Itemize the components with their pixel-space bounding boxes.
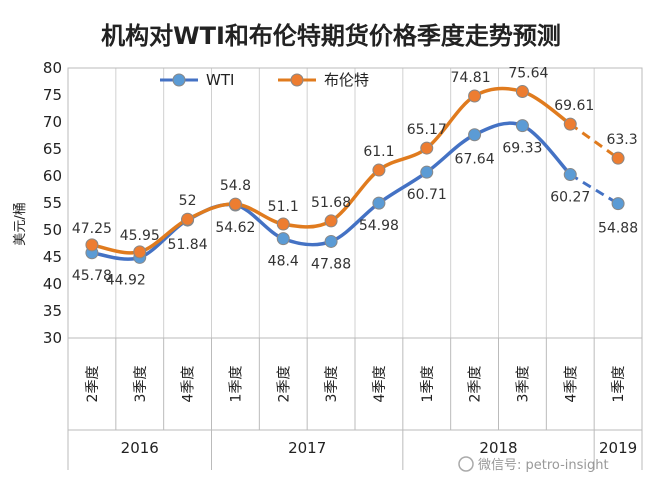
data-label: 63.3 (606, 132, 637, 148)
data-label: 44.92 (106, 272, 146, 288)
data-label: 51.1 (268, 199, 299, 215)
legend-entry: WTI (206, 71, 234, 89)
category-label: 3季度 (324, 366, 340, 403)
data-label: 45.78 (72, 268, 112, 284)
data-point (563, 117, 577, 131)
data-label: 54.62 (215, 220, 255, 236)
axes: 30 35 40 45 50 55 60 65 70 75 80 2季度 3季度 4季度 1季度 2季度 3季度… (43, 59, 643, 470)
y-tick-label: 70 (43, 113, 62, 131)
y-tick-label: 65 (43, 140, 62, 158)
series-layer (85, 85, 625, 264)
data-label: 47.88 (311, 256, 351, 272)
watermark-text: 微信号: petro-insight (478, 458, 609, 473)
data-label: 54.8 (220, 178, 251, 194)
data-label: 69.61 (554, 98, 594, 114)
data-point (420, 165, 434, 179)
data-point (324, 234, 338, 248)
data-label: 75.64 (508, 66, 548, 82)
data-point (133, 245, 147, 259)
y-tick-label: 40 (43, 275, 62, 293)
data-point (515, 119, 529, 133)
watermark: 微信号: petro-insight (458, 456, 609, 473)
data-label: 52 (179, 193, 197, 209)
category-label: 3季度 (133, 366, 149, 403)
y-tick-label: 35 (43, 302, 62, 320)
y-tick-label: 30 (43, 329, 62, 347)
year-label: 2019 (599, 439, 637, 457)
category-label: 1季度 (228, 366, 244, 403)
category-label: 1季度 (611, 366, 627, 403)
data-point (85, 238, 99, 252)
legend: WTI 布伦特 (160, 71, 369, 89)
y-tick-label: 80 (43, 59, 62, 77)
wechat-icon (458, 456, 474, 472)
category-label: 2季度 (85, 366, 101, 403)
data-point (468, 89, 482, 103)
data-label: 51.68 (311, 195, 351, 211)
data-label: 65.17 (407, 122, 447, 138)
data-label: 48.4 (268, 254, 299, 270)
data-label: 74.81 (451, 70, 491, 86)
data-point (276, 232, 290, 246)
data-label: 45.95 (120, 228, 160, 244)
category-label: 4季度 (563, 366, 579, 403)
legend-swatch-marker (290, 73, 304, 87)
category-label: 2季度 (276, 366, 292, 403)
y-tick-label: 45 (43, 248, 62, 266)
data-label: 60.71 (407, 187, 447, 203)
data-label: 69.33 (502, 141, 542, 157)
category-label: 4季度 (372, 366, 388, 403)
year-label: 2018 (479, 439, 517, 457)
data-label: 54.88 (598, 221, 638, 237)
data-point (372, 163, 386, 177)
data-label: 67.64 (455, 152, 495, 168)
data-point (276, 217, 290, 231)
y-axis-label: 美元/桶 (13, 202, 28, 245)
category-label: 4季度 (181, 366, 197, 403)
data-point (563, 168, 577, 182)
y-tick-label: 50 (43, 221, 62, 239)
year-label: 2016 (121, 439, 159, 457)
data-point (324, 214, 338, 228)
data-point (372, 196, 386, 210)
y-tick-label: 60 (43, 167, 62, 185)
data-point (611, 151, 625, 165)
data-label: 61.1 (363, 144, 394, 160)
category-label: 2季度 (468, 366, 484, 403)
year-label: 2017 (288, 439, 326, 457)
y-tick-label: 75 (43, 86, 62, 104)
data-point (181, 212, 195, 226)
data-point (228, 197, 242, 211)
data-label: 47.25 (72, 221, 112, 237)
data-label: 60.27 (550, 190, 590, 206)
data-point (468, 128, 482, 142)
chart-title: 机构对WTI和布伦特期货价格季度走势预测 (101, 22, 561, 50)
data-label: 51.84 (168, 237, 208, 253)
legend-swatch-marker (172, 73, 186, 87)
legend-entry: 布伦特 (324, 71, 369, 89)
data-point (611, 197, 625, 211)
data-point (420, 141, 434, 155)
category-label: 1季度 (420, 366, 436, 403)
y-tick-label: 55 (43, 194, 62, 212)
data-label: 54.98 (359, 218, 399, 234)
category-label: 3季度 (515, 366, 531, 403)
data-point (515, 85, 529, 99)
